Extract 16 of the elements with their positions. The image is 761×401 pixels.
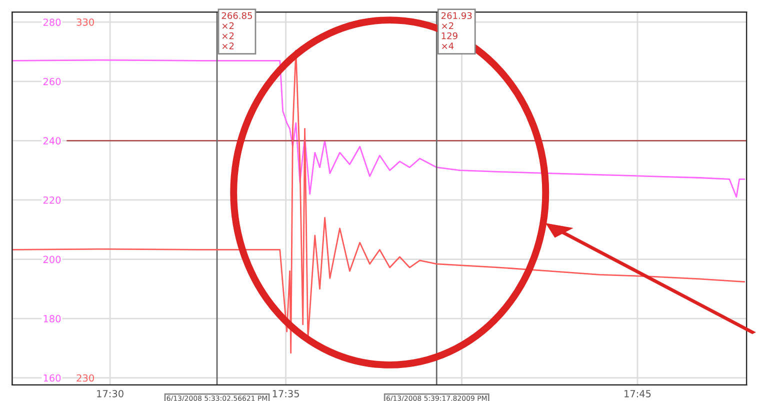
y-tick-label: 160: [44, 374, 61, 382]
y-tick-label: 280: [43, 18, 61, 26]
line-series: [12, 59, 746, 198]
y-tick-label: 240: [43, 137, 61, 145]
y-tick-label: 220: [43, 196, 61, 204]
line-series: [12, 50, 746, 354]
y-tick-label: 180: [44, 315, 61, 322]
annotation: 261.93 ×2 129 ×4: [441, 12, 472, 50]
y-tick-label: 200: [43, 256, 61, 264]
annotation: 266.85 ×2 ×2 ×2: [222, 12, 252, 50]
y-tick-label: 260: [43, 78, 61, 86]
y2-tick-label: 330: [76, 18, 94, 26]
x-tick-label: 17:45: [624, 390, 651, 398]
y2-tick-label: 230: [76, 374, 94, 382]
x-tick-label: 17:30: [97, 390, 124, 398]
x-tick-label: 17:35: [272, 390, 299, 398]
